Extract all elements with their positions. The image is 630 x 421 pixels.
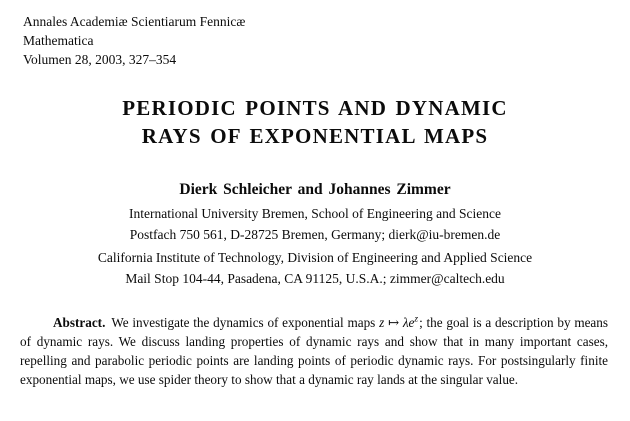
- journal-volume-info: Volumen 28, 2003, 327–354: [23, 52, 177, 67]
- affiliations-block: International University Bremen, School …: [0, 204, 630, 289]
- formula-body: λe: [402, 315, 415, 330]
- journal-series: Mathematica: [23, 33, 94, 48]
- journal-name: Annales Academiæ Scientiarum Fennicæ: [23, 14, 246, 29]
- paper-title-line-2: RAYS OF EXPONENTIAL MAPS: [141, 124, 489, 148]
- abstract-text-after-formula: ; the goal is a description by means of …: [20, 315, 609, 387]
- formula-variable: z: [379, 315, 385, 330]
- abstract-text-before-formula: We investigate the dynamics of exponenti…: [111, 315, 376, 330]
- paper-title-line-1: PERIODIC POINTS AND DYNAMIC: [122, 96, 508, 120]
- mapsto-arrow: ↦: [387, 315, 400, 330]
- formula-superscript: z: [414, 314, 419, 325]
- journal-header: Annales Academiæ Scientiarum Fennicæ Mat…: [0, 0, 630, 69]
- affiliation-bremen-institution: International University Bremen, School …: [129, 206, 501, 221]
- abstract-label: Abstract.: [53, 315, 106, 330]
- abstract-paragraph: Abstract. We investigate the dynamics of …: [20, 313, 608, 389]
- paper-title: PERIODIC POINTS AND DYNAMIC RAYS OF EXPON…: [0, 94, 630, 150]
- affiliation-caltech-institution: California Institute of Technology, Divi…: [97, 250, 533, 265]
- affiliation-bremen-address-email: Postfach 750 561, D-28725 Bremen, German…: [129, 226, 501, 242]
- authors-line: Dierk Schleicher and Johannes Zimmer: [179, 181, 451, 198]
- affiliation-caltech-address-email: Mail Stop 104-44, Pasadena, CA 91125, U.…: [125, 270, 505, 286]
- formula-lambda-e-z: z ↦ λez: [379, 315, 419, 330]
